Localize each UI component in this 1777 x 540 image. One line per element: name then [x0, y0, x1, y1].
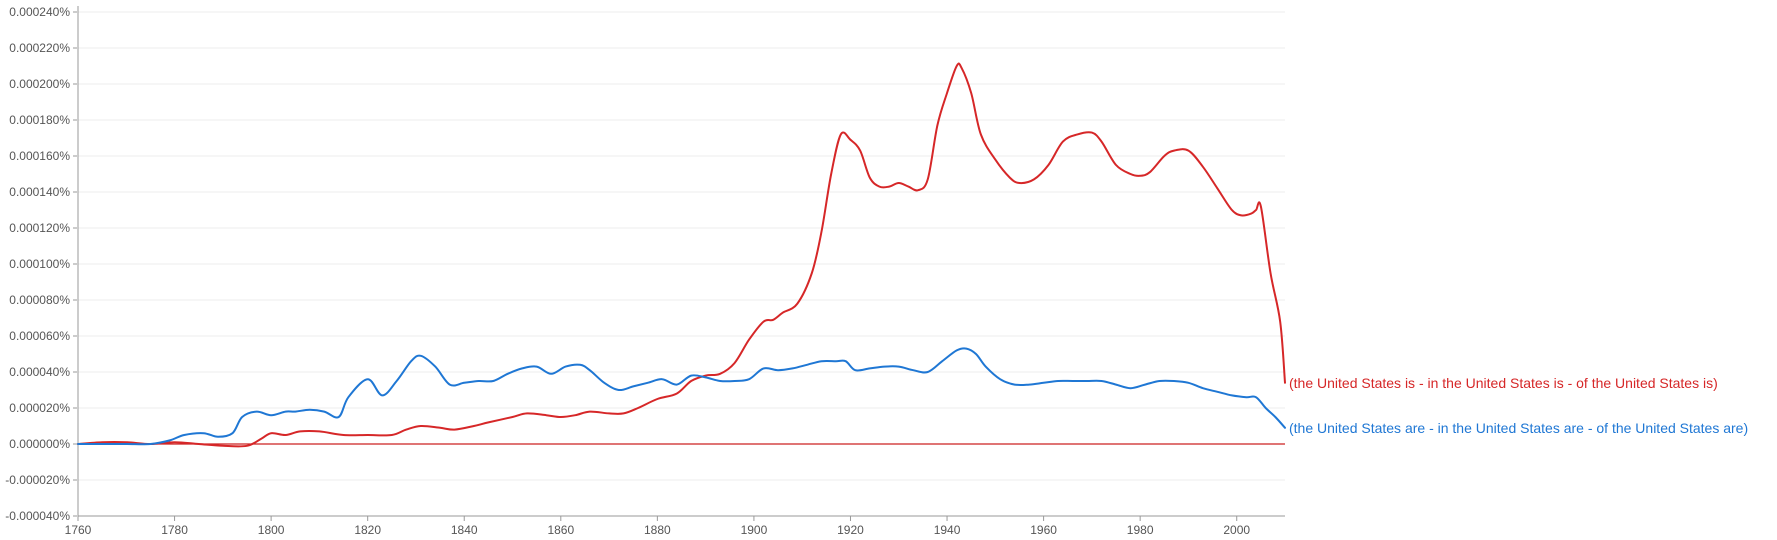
- series-end-label-0: (the United States is - in the United St…: [1289, 375, 1718, 391]
- x-tick-label: 1780: [161, 523, 188, 537]
- x-tick-label: 1940: [934, 523, 961, 537]
- y-tick-label: 0.000000%: [9, 437, 70, 451]
- series-end-label-1: (the United States are - in the United S…: [1289, 420, 1748, 436]
- series-layer: [77, 62, 1286, 448]
- x-tick-label: 1980: [1127, 523, 1154, 537]
- series-line-0: [77, 62, 1286, 448]
- y-tick-label: 0.000160%: [9, 149, 70, 163]
- y-tick-label: -0.000020%: [5, 473, 70, 487]
- y-tick-label: 0.000240%: [9, 5, 70, 19]
- x-tick-label: 1900: [741, 523, 768, 537]
- y-tick-label: -0.000040%: [5, 509, 70, 523]
- axis-layer: 0.000240% 0.000220% 0.000200% 0.000180% 0.00…: [5, 5, 1285, 537]
- x-tick-label: 1840: [451, 523, 478, 537]
- x-tick-label: 2000: [1223, 523, 1250, 537]
- y-tick-label: 0.000080%: [9, 293, 70, 307]
- y-tick-label: 0.000040%: [9, 365, 70, 379]
- y-tick-label: 0.000180%: [9, 113, 70, 127]
- y-tick-label: 0.000120%: [9, 221, 70, 235]
- x-tick-label: 1960: [1030, 523, 1057, 537]
- x-tick-label: 1760: [65, 523, 92, 537]
- x-tick-label: 1880: [644, 523, 671, 537]
- y-tick-label: 0.000060%: [9, 329, 70, 343]
- series-label-layer: (the United States is - in the United St…: [1289, 375, 1748, 436]
- series-line-1: [77, 347, 1286, 446]
- x-tick-label: 1800: [258, 523, 285, 537]
- y-tick-label: 0.000200%: [9, 77, 70, 91]
- x-tick-label: 1920: [837, 523, 864, 537]
- x-tick-label: 1860: [547, 523, 574, 537]
- y-tick-label: 0.000140%: [9, 185, 70, 199]
- x-tick-label: 1820: [354, 523, 381, 537]
- y-tick-label: 0.000100%: [9, 257, 70, 271]
- y-tick-label: 0.000020%: [9, 401, 70, 415]
- y-tick-label: 0.000220%: [9, 41, 70, 55]
